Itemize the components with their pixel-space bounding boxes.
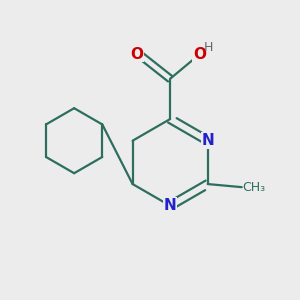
Text: O: O <box>130 46 143 62</box>
Text: N: N <box>164 198 176 213</box>
Text: CH₃: CH₃ <box>242 181 266 194</box>
Text: H: H <box>203 41 213 54</box>
Text: O: O <box>193 46 206 62</box>
Text: N: N <box>201 133 214 148</box>
